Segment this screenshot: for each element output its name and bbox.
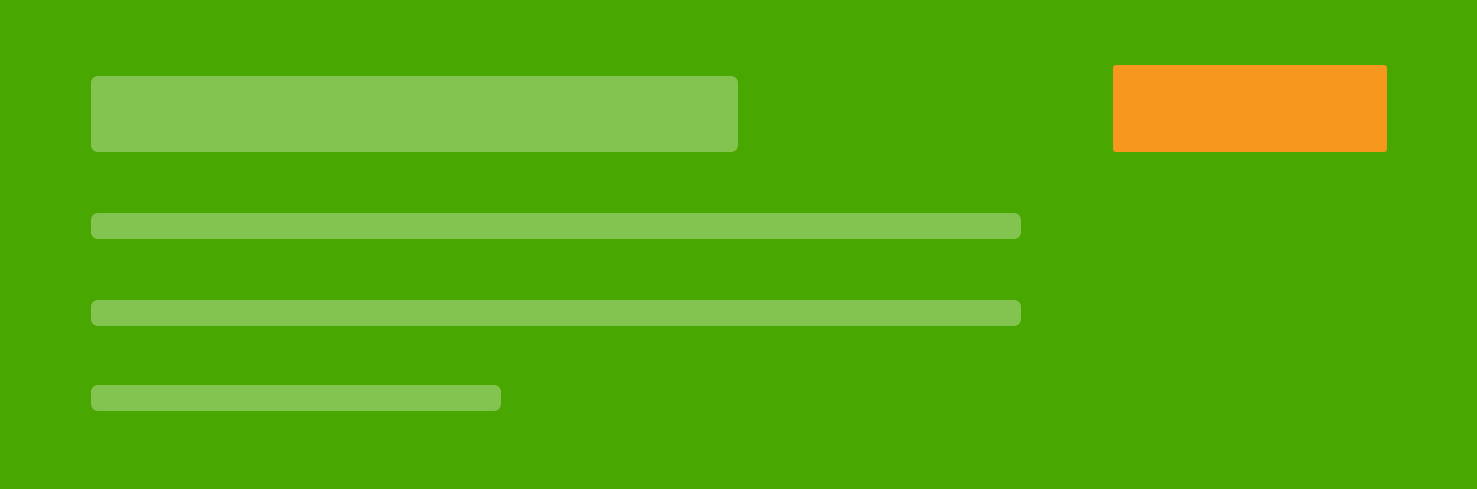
cta-button[interactable] (1113, 65, 1387, 152)
title-placeholder (91, 76, 738, 152)
text-line-placeholder (91, 385, 501, 411)
text-line-placeholder (91, 300, 1021, 326)
text-line-placeholder (91, 213, 1021, 239)
